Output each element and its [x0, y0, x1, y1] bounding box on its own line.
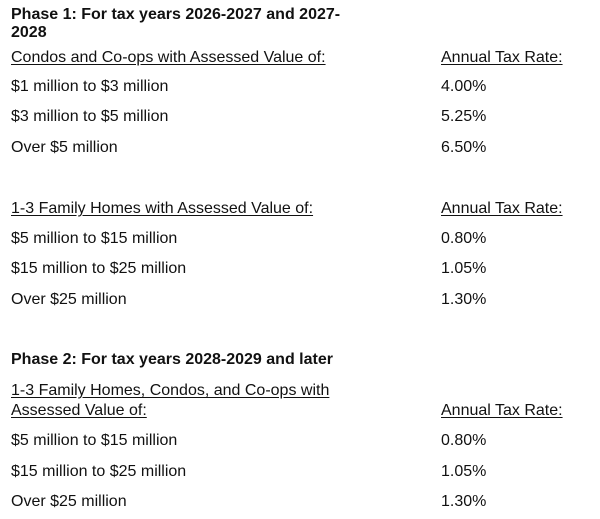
- column-header: Condos and Co-ops with Assessed Value of…: [11, 49, 326, 66]
- value-range: $1 million to $3 million: [11, 78, 169, 95]
- tax-rate: 0.80%: [441, 230, 487, 247]
- value-range: Over $25 million: [11, 291, 127, 308]
- column-header: Annual Tax Rate:: [441, 49, 563, 66]
- value-range: $15 million to $25 million: [11, 463, 187, 480]
- column-header: 1-3 Family Homes with Assessed Value of:: [11, 200, 314, 217]
- value-range: Over $25 million: [11, 493, 127, 510]
- value-range: $15 million to $25 million: [11, 260, 187, 277]
- tax-rate: 4.00%: [441, 78, 487, 95]
- value-range: $5 million to $15 million: [11, 432, 178, 449]
- tax-rate: 1.30%: [441, 291, 487, 308]
- section-title: Phase 1: For tax years 2026-2027 and 202…: [11, 6, 341, 41]
- tax-rate: 6.50%: [441, 139, 487, 156]
- column-header: Annual Tax Rate:: [441, 402, 563, 419]
- tax-rate: 1.05%: [441, 463, 487, 480]
- value-range: $5 million to $15 million: [11, 230, 178, 247]
- column-header: Annual Tax Rate:: [441, 200, 563, 217]
- section-title: Phase 2: For tax years 2028-2029 and lat…: [11, 351, 333, 368]
- value-range: Over $5 million: [11, 139, 118, 156]
- column-header: 1-3 Family Homes, Condos, and Co-ops wit…: [11, 382, 330, 419]
- tax-rate: 1.05%: [441, 260, 487, 277]
- tax-rate: 5.25%: [441, 108, 487, 125]
- value-range: $3 million to $5 million: [11, 108, 169, 125]
- tax-rate: 1.30%: [441, 493, 487, 510]
- tax-rate: 0.80%: [441, 432, 487, 449]
